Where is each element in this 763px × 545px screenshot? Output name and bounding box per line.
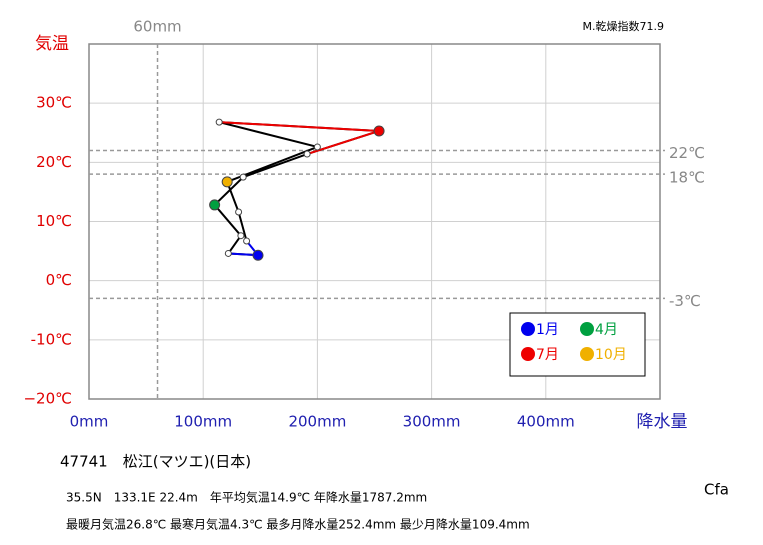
month-point [303,150,311,158]
legend-marker [580,347,594,361]
month-point [373,125,385,137]
legend-marker [521,322,535,336]
climate: Cfa [704,481,729,499]
legend-label: 10月 [595,347,627,363]
month-point [237,232,245,240]
x-tick-label: 400mm [517,413,575,431]
legend-label: 1月 [536,322,559,338]
legend-marker [521,347,535,361]
legend-marker [580,322,594,336]
month-point [224,249,232,257]
x-tick-label: 0mm [70,413,109,431]
index-label: M.乾燥指数71.9 [583,19,664,33]
month-point [235,208,243,216]
y-tick-label: −20℃ [23,390,72,408]
x-tick-label: 200mm [288,413,346,431]
x-tick-label: 100mm [174,413,232,431]
y-tick-label: -10℃ [31,330,72,348]
month-point [209,199,221,211]
x-axis-label: 降水量 [637,412,688,432]
info-line: 35.5N 133.1E 22.4m 年平均気温14.9℃ 年降水量1787.2… [66,490,427,505]
month-point [313,143,321,151]
info-line: 最暖月気温26.8℃ 最寒月気温4.3℃ 最多月降水量252.4mm 最少月降水… [66,517,530,532]
x-tick-label: 300mm [403,413,461,431]
climate-segment [306,130,380,156]
legend-label: 7月 [536,347,559,363]
y-tick-label: 20℃ [36,153,72,171]
station: 47741 松江(マツエ)(日本) [60,453,251,471]
y-tick-label: 10℃ [36,212,72,230]
reference-label: 18℃ [669,169,705,187]
y-tick-label: 30℃ [36,94,72,112]
reference-label: -3℃ [669,292,701,310]
month-point [221,176,233,188]
month-point [215,118,223,126]
y-tick-label: 0℃ [46,271,72,289]
legend-box [509,312,646,377]
climate-segment [219,121,380,132]
reference-label: 22℃ [669,144,705,162]
month-point [243,237,251,245]
reference-label: 60mm [133,18,181,36]
legend-label: 4月 [595,322,618,338]
month-point [239,173,247,181]
plot-frame [88,43,661,400]
month-point [252,249,264,261]
y-axis-label: 気温 [35,34,69,54]
